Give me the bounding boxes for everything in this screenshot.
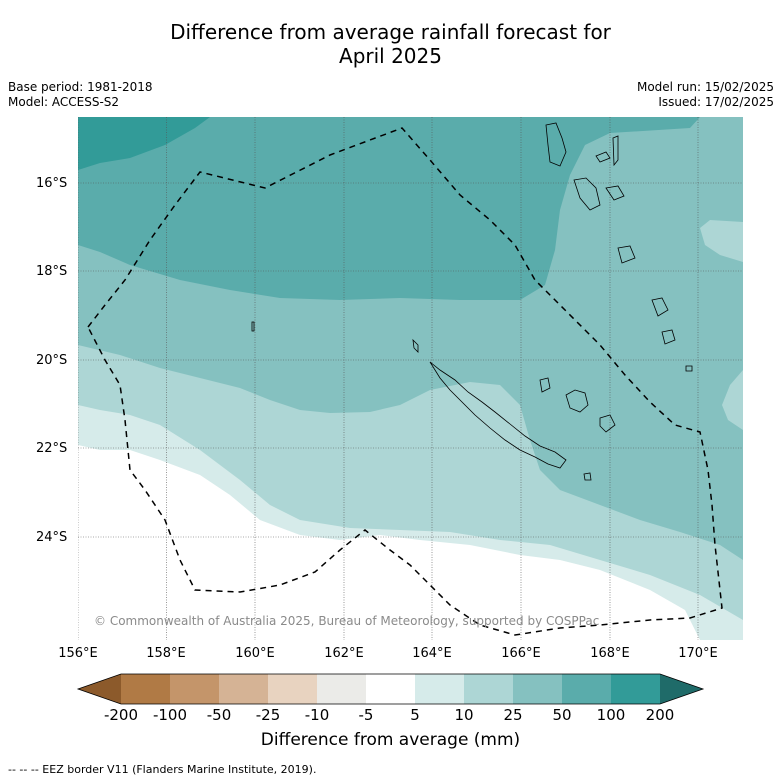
lon-label-160e: 160°E — [235, 646, 275, 661]
eez-footnote: -- -- -- EEZ border V11 (Flanders Marine… — [8, 763, 317, 776]
loyalty-ouvea-coast — [539, 377, 551, 393]
cb-label-neg25: -25 — [255, 706, 281, 724]
loyalty-lifou-coast — [565, 389, 589, 413]
belep-coast — [412, 338, 419, 353]
lat-label-16s: 16°S — [36, 176, 68, 191]
vanuatu-ambae-coast — [595, 151, 611, 163]
cb-label-neg5: -5 — [358, 706, 374, 724]
model-run: Model run: 15/02/2025 — [636, 80, 774, 94]
isle-of-pines-coast — [583, 472, 592, 481]
rainfall-anomaly-fill — [78, 117, 743, 640]
lon-label-164e: 164°E — [412, 646, 452, 661]
coastlines — [251, 122, 693, 481]
meta-right: Model run: 15/02/2025 Issued: 17/02/2025 — [637, 80, 774, 110]
zone-50-100 — [78, 117, 700, 300]
chesterfield-coast — [251, 321, 255, 332]
zone-100-200 — [78, 117, 210, 170]
vanuatu-pentecost-coast — [612, 135, 619, 167]
cb-label-neg100: -100 — [152, 706, 188, 724]
lat-label-18s: 18°S — [36, 264, 68, 279]
colorbar-bin-neg200-neg100 — [121, 674, 170, 704]
islet-east-coast — [685, 365, 693, 372]
lon-label-162e: 162°E — [324, 646, 364, 661]
colorbar-bin-5-10 — [415, 674, 464, 704]
cb-label-neg200: -200 — [103, 706, 139, 724]
colorbar-title: Difference from average (mm) — [260, 730, 521, 750]
cb-label-100: 100 — [596, 706, 626, 724]
map-title: Difference from average rainfall forecas… — [0, 20, 781, 68]
cb-label-10: 10 — [454, 706, 474, 724]
lon-label-166e: 166°E — [501, 646, 541, 661]
zone-10-25-east — [722, 370, 743, 430]
colorbar-bin-10-25 — [464, 674, 513, 704]
zone-10-25-ne — [700, 220, 743, 262]
colorbar-bin-50-100 — [562, 674, 611, 704]
lat-label-24s: 24°S — [36, 530, 68, 545]
colorbar-extend-low — [78, 674, 121, 704]
colorbar-extend-high — [660, 674, 703, 704]
colorbar-outline — [76, 673, 705, 705]
vanuatu-santo-coast — [545, 122, 567, 167]
lon-label-156e: 156°E — [58, 646, 98, 661]
cb-label-200: 200 — [645, 706, 675, 724]
lat-label-20s: 20°S — [36, 353, 68, 368]
colorbar-bin-neg10-neg5 — [317, 674, 366, 704]
base-period: Base period: 1981-2018 — [8, 80, 153, 94]
vanuatu-aneityum-coast — [661, 329, 676, 345]
loyalty-mare-coast — [599, 414, 616, 433]
meta-left: Base period: 1981-2018 Model: ACCESS-S2 — [8, 80, 153, 110]
lon-label-170e: 170°E — [678, 646, 718, 661]
colorbar — [76, 673, 705, 705]
lat-label-22s: 22°S — [36, 441, 68, 456]
lon-label-158e: 158°E — [146, 646, 186, 661]
new-caledonia-coast — [429, 361, 567, 469]
colorbar-bin-25-50 — [513, 674, 562, 704]
cb-label-50: 50 — [552, 706, 572, 724]
vanuatu-malekula-coast — [573, 177, 601, 211]
vanuatu-efate-coast — [605, 185, 625, 201]
gridlines — [78, 117, 743, 640]
vanuatu-tanna-coast — [651, 297, 669, 317]
cb-label-5: 5 — [410, 706, 420, 724]
cb-label-neg10: -10 — [304, 706, 330, 724]
issued-date: Issued: 17/02/2025 — [658, 95, 774, 109]
colorbar-bin-neg25-neg10 — [268, 674, 317, 704]
copyright-notice: © Commonwealth of Australia 2025, Bureau… — [94, 614, 600, 628]
colorbar-bin-neg100-neg50 — [170, 674, 219, 704]
cb-label-neg50: -50 — [206, 706, 232, 724]
colorbar-bin-neg5-5 — [366, 674, 415, 704]
model-name: Model: ACCESS-S2 — [8, 95, 120, 109]
lon-label-168e: 168°E — [590, 646, 630, 661]
title-line-1: Difference from average rainfall forecas… — [170, 20, 611, 44]
eez-border — [87, 127, 723, 636]
vanuatu-erromango-coast — [617, 245, 636, 264]
title-line-2: April 2025 — [339, 44, 442, 68]
colorbar-bin-100-200 — [611, 674, 660, 704]
cb-label-25: 25 — [503, 706, 523, 724]
colorbar-bin-neg50-neg25 — [219, 674, 268, 704]
